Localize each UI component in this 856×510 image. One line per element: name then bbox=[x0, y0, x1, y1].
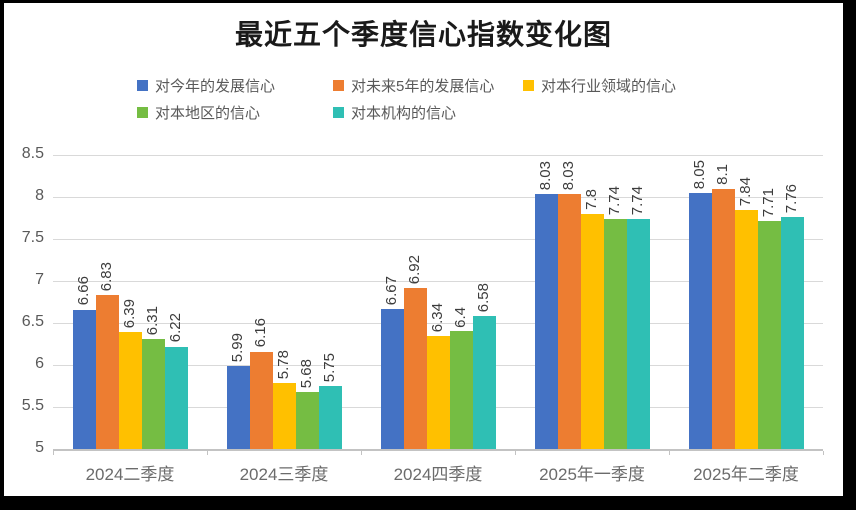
bar-value-label: 6.66 bbox=[75, 276, 92, 306]
bar bbox=[318, 386, 342, 449]
bar bbox=[380, 308, 404, 449]
bar bbox=[603, 218, 627, 449]
gridline bbox=[53, 239, 823, 240]
legend-item: 对本行业领域的信心 bbox=[523, 77, 677, 95]
y-axis-label: 6 bbox=[35, 355, 44, 372]
bar bbox=[734, 210, 758, 449]
x-axis-label: 2025年一季度 bbox=[539, 465, 645, 484]
bar-value-label: 7.8 bbox=[583, 188, 600, 210]
bar-value-label: 6.67 bbox=[383, 275, 400, 305]
axis-tick bbox=[669, 451, 670, 455]
x-axis-label: 2024三季度 bbox=[239, 465, 329, 484]
bar-value-label: 6.92 bbox=[406, 254, 423, 284]
axis-tick bbox=[53, 451, 54, 455]
legend-label: 对今年的发展信心 bbox=[155, 77, 276, 95]
gridline bbox=[53, 281, 823, 282]
bar-value-label: 5.78 bbox=[275, 350, 292, 380]
y-axis-label: 5 bbox=[35, 439, 44, 456]
legend-item: 对本机构的信心 bbox=[333, 104, 457, 122]
bar bbox=[580, 213, 604, 449]
gridline bbox=[53, 197, 823, 198]
legend-label: 对本机构的信心 bbox=[351, 104, 457, 122]
bar-value-label: 6.22 bbox=[167, 313, 184, 343]
legend-swatch-icon bbox=[137, 79, 148, 91]
bar-value-label: 8.03 bbox=[560, 161, 577, 191]
bar-value-label: 5.75 bbox=[321, 352, 338, 382]
legend-label: 对本地区的信心 bbox=[155, 104, 261, 122]
legend-label: 对未来5年的发展信心 bbox=[351, 77, 495, 95]
bar bbox=[534, 194, 558, 449]
legend-swatch-icon bbox=[523, 79, 534, 91]
x-axis-label: 2024二季度 bbox=[85, 465, 175, 484]
bar bbox=[141, 338, 165, 449]
y-axis-label: 8.5 bbox=[21, 145, 44, 162]
bar-value-label: 8.05 bbox=[691, 159, 708, 189]
bar bbox=[426, 336, 450, 449]
axis-tick bbox=[823, 451, 824, 455]
bar-value-label: 8.03 bbox=[537, 161, 554, 191]
chart-title: 最近五个季度信心指数变化图 bbox=[234, 20, 612, 51]
bar-value-label: 8.1 bbox=[714, 163, 731, 185]
bar-value-label: 7.74 bbox=[606, 185, 623, 215]
bar-value-label: 6.83 bbox=[98, 262, 115, 292]
bar bbox=[472, 316, 496, 449]
bar bbox=[688, 192, 712, 449]
bar-value-label: 7.84 bbox=[737, 177, 754, 207]
bar bbox=[249, 351, 273, 449]
bar-value-label: 6.16 bbox=[252, 318, 269, 348]
bar bbox=[403, 287, 427, 449]
legend-item: 对本地区的信心 bbox=[137, 104, 261, 122]
y-axis-label: 8 bbox=[35, 187, 44, 204]
y-axis-label: 7 bbox=[35, 271, 44, 288]
bar bbox=[295, 391, 319, 449]
bar bbox=[780, 217, 804, 449]
axis-tick bbox=[207, 451, 208, 455]
bar-value-label: 6.34 bbox=[429, 303, 446, 333]
bar-value-label: 6.58 bbox=[475, 283, 492, 313]
bar bbox=[164, 346, 188, 449]
bar bbox=[95, 295, 119, 449]
bar bbox=[272, 383, 296, 449]
bar bbox=[226, 365, 250, 449]
legend-label: 对本行业领域的信心 bbox=[541, 77, 677, 95]
legend-swatch-icon bbox=[137, 106, 148, 118]
x-axis-label: 2025年二季度 bbox=[693, 465, 799, 484]
bar bbox=[626, 218, 650, 449]
x-axis-label: 2024四季度 bbox=[393, 465, 483, 484]
bar bbox=[711, 188, 735, 449]
bar bbox=[72, 309, 96, 449]
bar-value-label: 5.99 bbox=[229, 332, 246, 362]
gridline bbox=[53, 323, 823, 324]
x-axis-line bbox=[53, 449, 823, 451]
legend-swatch-icon bbox=[333, 79, 344, 91]
axis-tick bbox=[361, 451, 362, 455]
bar-value-label: 6.4 bbox=[452, 306, 469, 328]
chart-frame: 最近五个季度信心指数变化图 对今年的发展信心 对未来5年的发展信心 对本行业领域的信… bbox=[4, 3, 843, 496]
axis-tick bbox=[515, 451, 516, 455]
bar bbox=[757, 221, 781, 449]
bar-value-label: 6.31 bbox=[144, 305, 161, 335]
legend-item: 对未来5年的发展信心 bbox=[333, 77, 495, 95]
y-axis-label: 5.5 bbox=[21, 397, 44, 414]
bar-value-label: 5.68 bbox=[298, 358, 315, 388]
y-axis-label: 6.5 bbox=[21, 313, 44, 330]
bar bbox=[557, 194, 581, 449]
gridline bbox=[53, 155, 823, 156]
bar bbox=[118, 332, 142, 449]
legend-swatch-icon bbox=[333, 106, 344, 118]
legend-item: 对今年的发展信心 bbox=[137, 77, 276, 95]
bar-value-label: 6.39 bbox=[121, 299, 138, 329]
bar bbox=[449, 331, 473, 449]
bar-value-label: 7.76 bbox=[783, 183, 800, 214]
bar-value-label: 7.74 bbox=[629, 185, 646, 215]
y-axis-label: 7.5 bbox=[21, 229, 44, 246]
bar-value-label: 7.71 bbox=[760, 188, 777, 218]
